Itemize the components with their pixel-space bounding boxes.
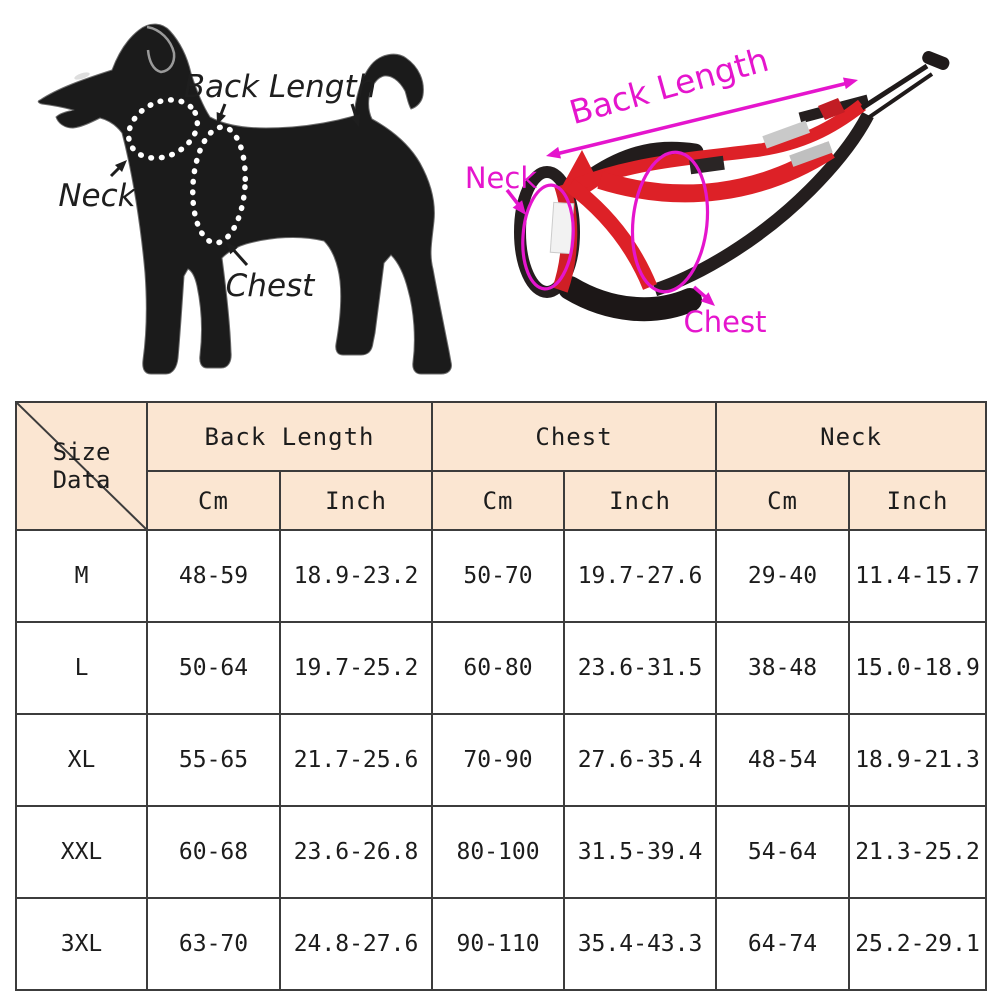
corner-label: Size Data [52,438,111,494]
size-cell: 3XL [15,897,148,991]
corner-diagonal-line [17,403,146,529]
value-cell: 60-80 [431,621,566,715]
value-cell: 29-40 [715,529,851,623]
harness-back-length-label: Back Length [565,40,772,132]
value-cell: 21.3-25.2 [848,805,988,899]
value-cell: 31.5-39.4 [563,805,718,899]
value-cell: 27.6-35.4 [563,713,718,807]
dog-chest-measure-ellipse [189,124,249,246]
value-cell: 80-100 [431,805,566,899]
table-corner-cell: Size Data [15,401,148,531]
table-row-xl: XL 55-65 21.7-25.6 70-90 27.6-35.4 48-54… [15,713,988,807]
dog-measurement-diagram: Back Length Neck Chest [37,23,452,375]
value-cell: 25.2-29.1 [848,897,988,991]
value-cell: 23.6-31.5 [563,621,718,715]
unit-header: Cm [431,470,566,531]
harness-chest-label: Chest [684,305,767,339]
unit-header: Inch [848,470,988,531]
size-cell: L [15,621,148,715]
unit-header: Inch [278,470,434,531]
group-header-neck: Neck [715,401,988,472]
value-cell: 15.0-18.9 [848,621,988,715]
value-cell: 55-65 [146,713,281,807]
value-cell: 48-54 [715,713,851,807]
table-row-xxl: XXL 60-68 23.6-26.8 80-100 31.5-39.4 54-… [15,805,988,899]
group-header-back-length: Back Length [145,401,434,472]
harness-neck-annotation-ellipse [521,183,575,291]
value-cell: 48-59 [146,529,281,623]
dog-back-length-label: Back Length [184,69,377,105]
dog-back-length-arrow-right [350,103,361,127]
size-cell: XL [15,713,148,807]
value-cell: 19.7-27.6 [563,529,718,623]
value-cell: 38-48 [715,621,851,715]
value-cell: 60-68 [146,805,281,899]
harness-red-adjuster [818,98,845,120]
value-cell: 63-70 [146,897,281,991]
table-row-m: M 48-59 18.9-23.2 50-70 19.7-27.6 29-40 … [15,529,988,623]
harness-neck-label: Neck [465,161,537,195]
value-cell: 70-90 [431,713,566,807]
harness-reflective-strip-1 [762,120,811,149]
group-header-chest: Chest [431,401,718,472]
value-cell: 54-64 [715,805,851,899]
harness-reflective-strip-2 [789,141,833,167]
dog-neck-arrow [109,160,127,178]
value-cell: 23.6-26.8 [278,805,434,899]
dog-neck-label: Neck [58,178,136,214]
harness-chest-annotation-ellipse [630,150,710,294]
dog-chest-label: Chest [226,268,317,304]
harness-back-red-strap [572,99,867,192]
value-cell: 19.7-25.2 [278,621,434,715]
value-cell: 11.4-15.7 [848,529,988,623]
harness-cross-red-strap [565,179,657,290]
table-unit-header-row: Cm Inch Cm Inch Cm Inch [16,470,988,531]
harness-side-black-strap [652,111,874,297]
dog-chest-arrow [226,242,249,267]
size-cell: M [15,529,148,623]
harness-chest-arrow [692,285,715,306]
value-cell: 21.7-25.6 [278,713,434,807]
value-cell: 50-70 [431,529,566,623]
harness-neck-arrow [505,188,526,215]
unit-header: Cm [146,470,281,531]
unit-header: Inch [563,470,718,531]
dog-neck-measure-ellipse [125,97,201,161]
value-cell: 24.8-27.6 [278,897,434,991]
dog-eye [74,72,90,80]
harness-back-length-arrow [546,77,858,159]
table-row-3xl: 3XL 63-70 24.8-27.6 90-110 35.4-43.3 64-… [15,897,988,991]
value-cell: 64-74 [715,897,851,991]
size-table: Size Data Back Length Chest Neck Cm Inch… [15,401,988,991]
dog-back-length-arrow-left [216,103,227,125]
value-cell: 18.9-21.3 [848,713,988,807]
harness-belly-pad [558,276,702,322]
harness-illustration: Back Length Neck Chest [465,40,950,339]
value-cell: 50-64 [146,621,281,715]
table-row-l: L 50-64 19.7-25.2 60-80 23.6-31.5 38-48 … [15,621,988,715]
table-group-header-row: Size Data Back Length Chest Neck [15,401,988,531]
value-cell: 18.9-23.2 [278,529,434,623]
dog-ear-line [146,25,176,74]
harness-main-red-band [597,142,835,203]
top-illustrations: Back Length Neck Chest [37,23,950,375]
unit-header: Cm [715,470,851,531]
size-cell: XXL [15,805,148,899]
value-cell: 90-110 [431,897,566,991]
harness-tug-rope [860,51,950,120]
value-cell: 35.4-43.3 [563,897,718,991]
